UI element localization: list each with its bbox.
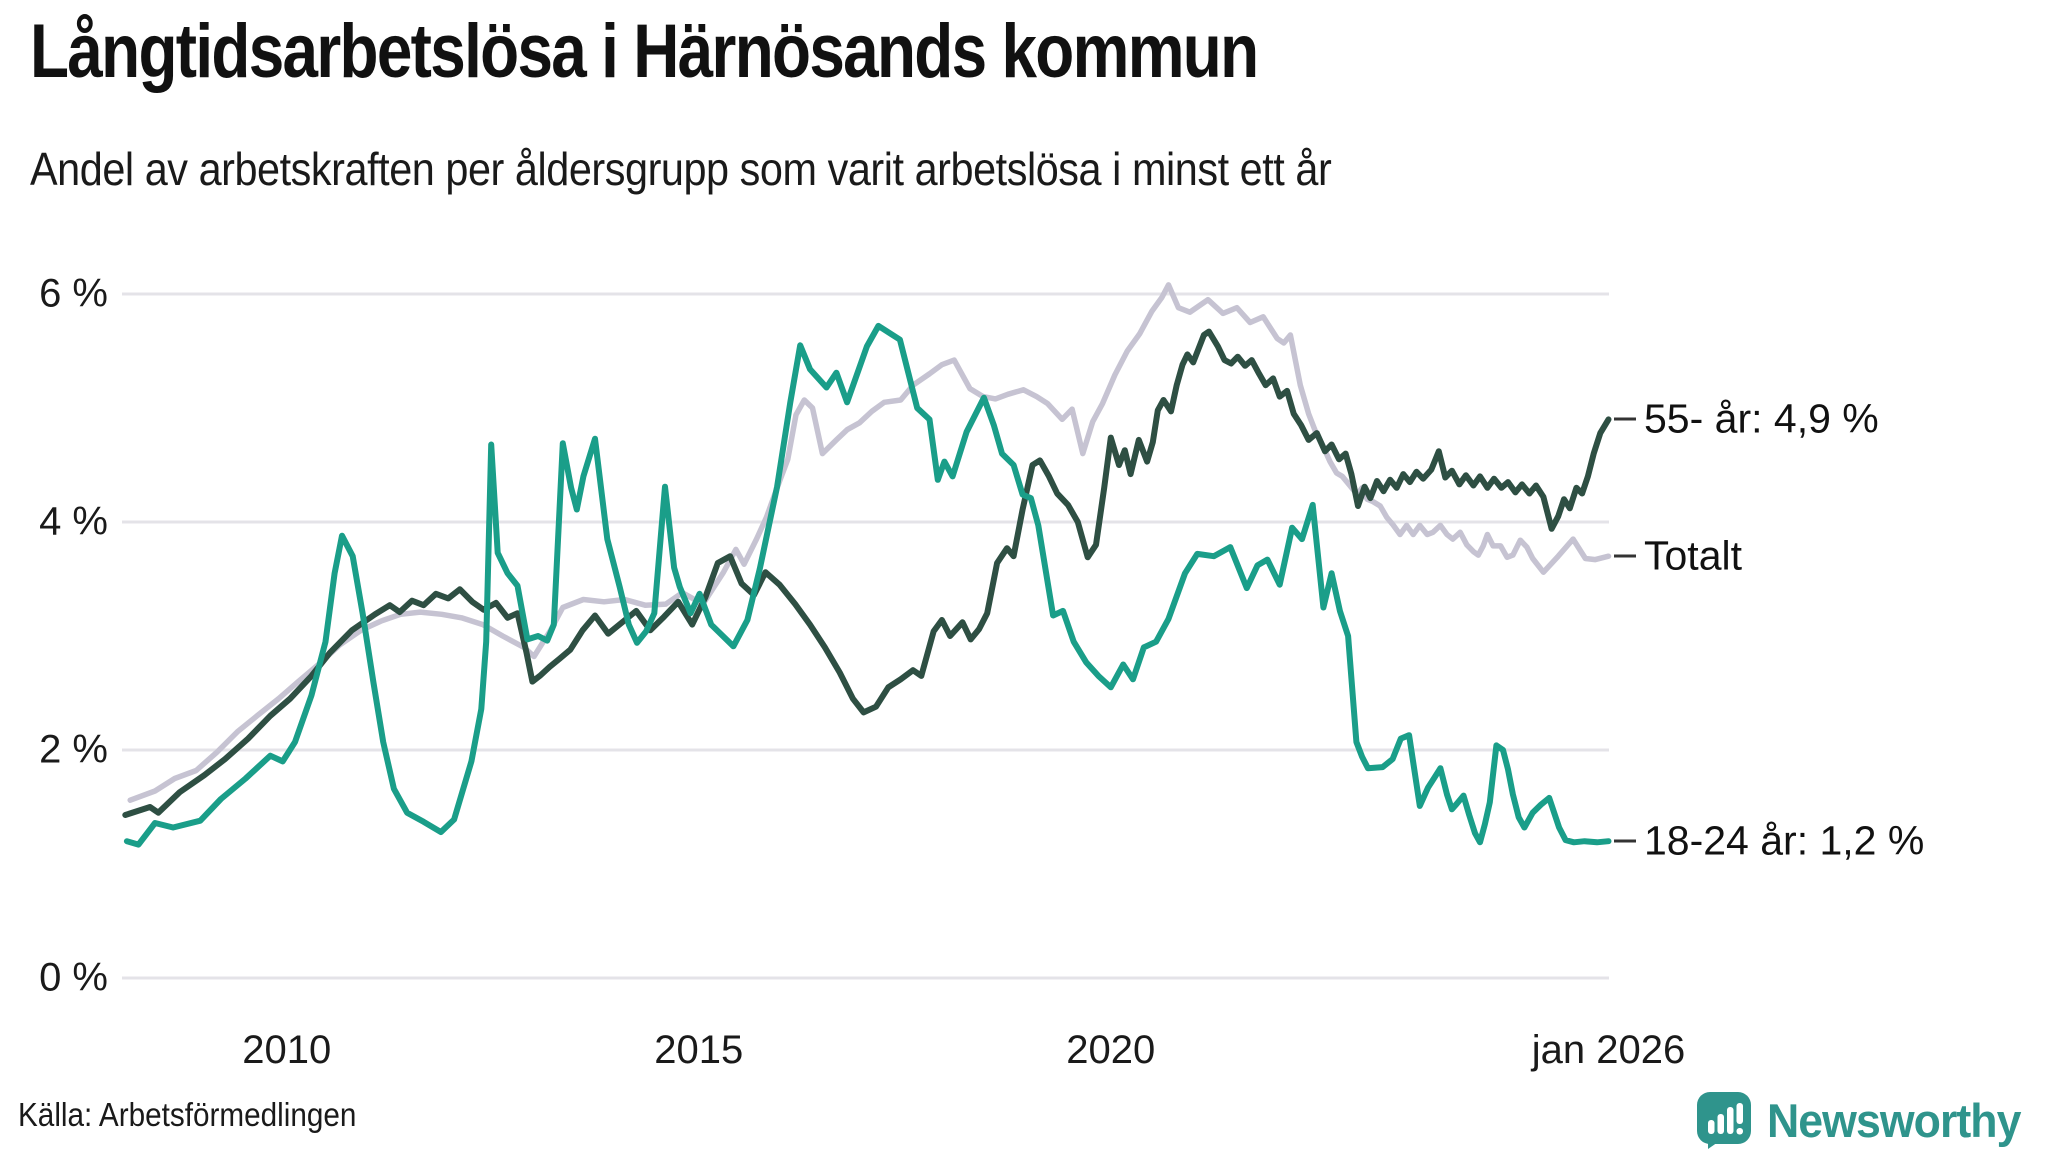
x-tick-label: 2020 bbox=[1066, 1028, 1156, 1072]
series-label-totalt-text: Totalt bbox=[1644, 532, 1742, 579]
series-line-Totalt bbox=[127, 282, 1612, 803]
x-tick-label: 2015 bbox=[654, 1028, 744, 1072]
label-dash-icon bbox=[1614, 417, 1636, 421]
page-title: Långtidsarbetslösa i Härnösands kommun bbox=[30, 9, 1259, 94]
page-subtitle: Andel av arbetskraften per åldersgrupp s… bbox=[30, 143, 1332, 195]
series-label-1824-text: 18-24 år: 1,2 % bbox=[1644, 817, 1925, 864]
series-label-totalt: Totalt bbox=[1614, 533, 1742, 580]
x-tick-label: 2010 bbox=[242, 1028, 332, 1072]
series-label-55-text: 55- år: 4,9 % bbox=[1644, 395, 1879, 442]
series-lines bbox=[122, 282, 1612, 848]
series-line-55-r bbox=[122, 328, 1612, 818]
source-note: Källa: Arbetsförmedlingen bbox=[18, 1096, 357, 1133]
label-dash-icon bbox=[1614, 839, 1636, 843]
y-tick-label: 2 % bbox=[39, 727, 108, 772]
newsworthy-logo-icon bbox=[1697, 1092, 1752, 1149]
newsworthy-branding: Newsworthy bbox=[1695, 1090, 2034, 1150]
y-tick-label: 4 % bbox=[39, 499, 108, 544]
newsworthy-logo-text: Newsworthy bbox=[1767, 1093, 2021, 1147]
y-tick-label: 6 % bbox=[39, 271, 108, 316]
series-label-55: 55- år: 4,9 % bbox=[1614, 396, 1879, 443]
y-tick-label: 0 % bbox=[39, 955, 108, 1000]
label-dash-icon bbox=[1614, 554, 1636, 558]
series-line-18-24-r bbox=[123, 322, 1612, 848]
x-tick-label: jan 2026 bbox=[1531, 1028, 1686, 1072]
series-label-1824: 18-24 år: 1,2 % bbox=[1614, 818, 1924, 865]
